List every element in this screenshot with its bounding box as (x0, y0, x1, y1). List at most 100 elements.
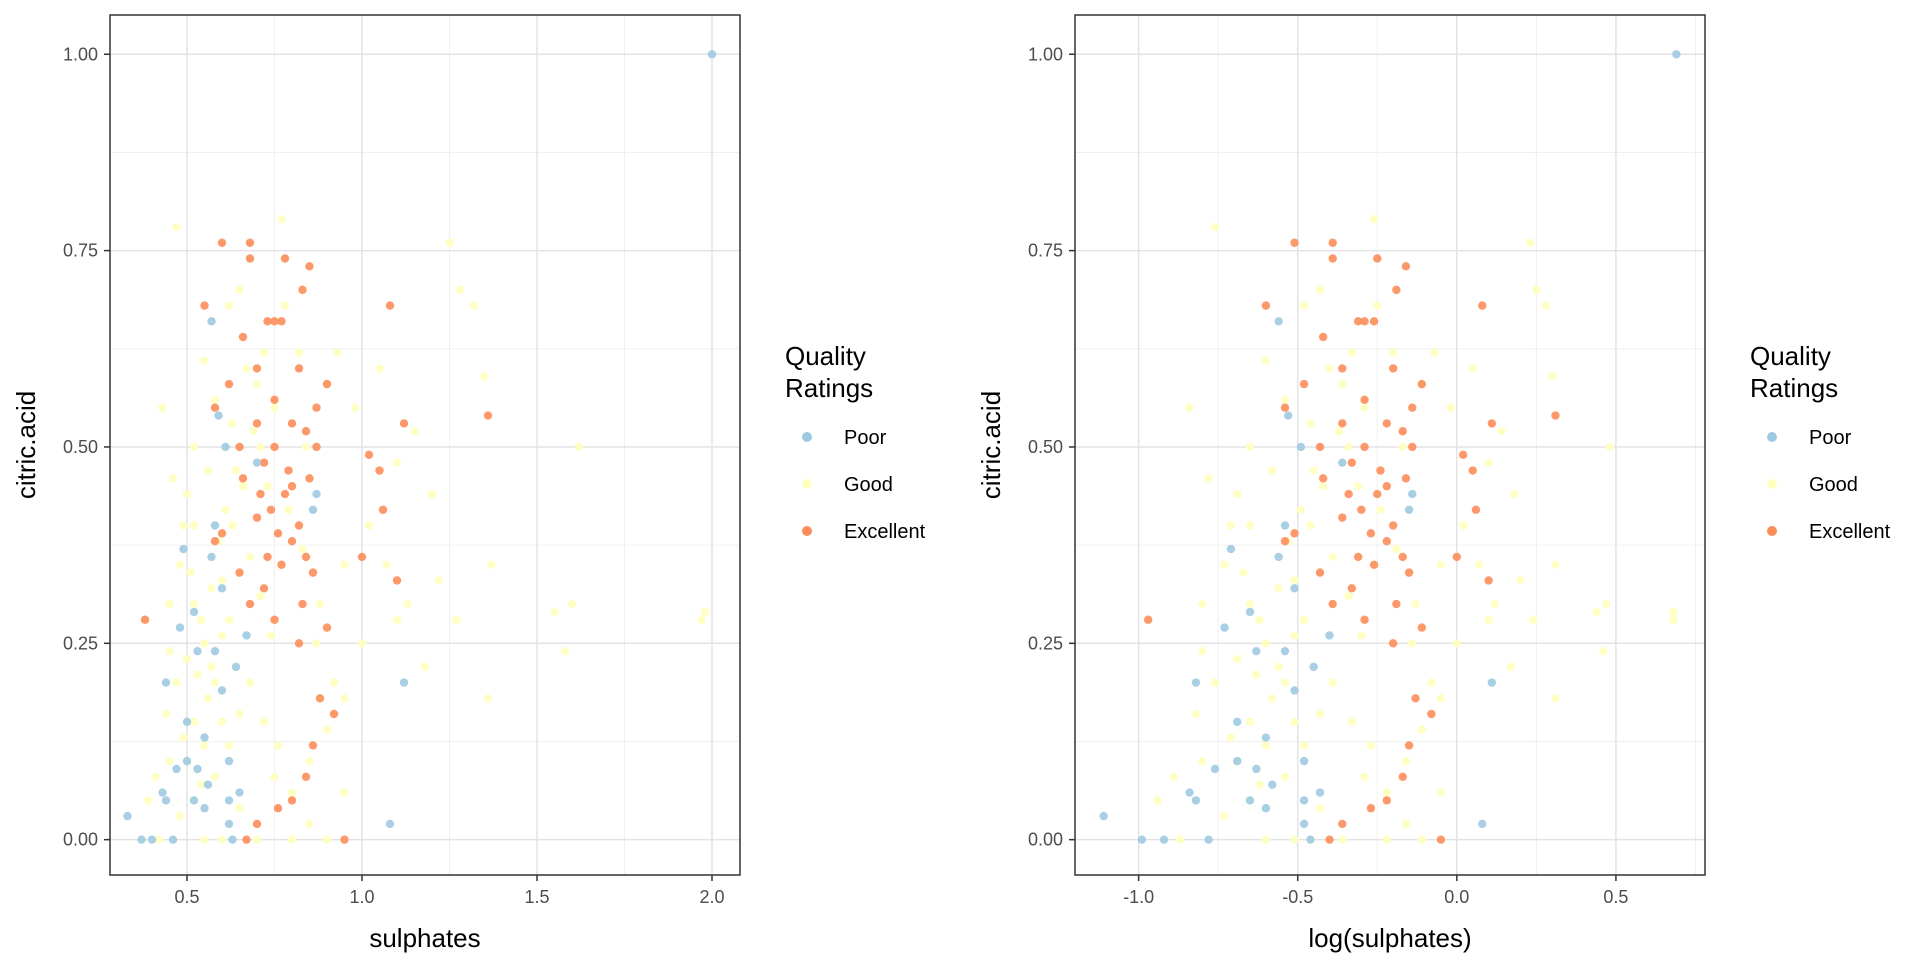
point-good (1525, 238, 1535, 247)
point-poor (1252, 646, 1261, 656)
point-excellent (1427, 709, 1436, 719)
point-excellent (1404, 568, 1414, 577)
point-poor (193, 764, 202, 774)
point-good (1344, 442, 1353, 452)
point-good (1357, 631, 1366, 640)
point-good (165, 756, 174, 766)
point-good (179, 521, 188, 530)
legend-key-good (802, 479, 812, 489)
point-excellent (308, 568, 318, 577)
point-good (305, 819, 314, 829)
point-poor (1191, 796, 1201, 805)
point-good (1245, 521, 1255, 530)
point-excellent (1478, 301, 1487, 310)
points-layer (123, 50, 717, 844)
point-excellent (1382, 796, 1392, 805)
legend-label-good: Good (1809, 474, 1858, 496)
point-good (273, 741, 283, 750)
point-poor (1280, 646, 1290, 656)
point-poor (1261, 733, 1271, 742)
point-good (1376, 505, 1385, 514)
point-good (210, 395, 220, 405)
point-poor (1252, 764, 1261, 774)
point-good (221, 505, 230, 514)
point-excellent (1360, 615, 1369, 624)
point-good (560, 646, 570, 656)
point-poor (1137, 835, 1147, 844)
legend-title: Quality (1750, 341, 1831, 371)
point-good (1360, 403, 1369, 412)
y-tick-label: 0.50 (63, 437, 98, 457)
point-good (1210, 678, 1220, 687)
point-good (235, 804, 244, 813)
point-good (284, 505, 293, 514)
point-good (480, 372, 489, 381)
point-excellent (1411, 694, 1420, 703)
points-layer (1099, 50, 1681, 844)
point-good (217, 576, 227, 585)
point-excellent (238, 474, 248, 483)
point-good (1169, 772, 1178, 782)
y-tick-label: 0.50 (1028, 437, 1063, 457)
point-excellent (1484, 576, 1493, 585)
point-good (1392, 544, 1401, 554)
point-excellent (340, 835, 349, 844)
point-excellent (273, 529, 283, 538)
point-excellent (1401, 262, 1411, 271)
point-excellent (364, 450, 374, 460)
point-good (487, 560, 496, 569)
point-excellent (1373, 489, 1382, 499)
point-good (1204, 474, 1213, 483)
point-good (1398, 442, 1407, 452)
point-good (1299, 301, 1309, 310)
point-poor (1309, 662, 1318, 672)
point-poor (1338, 458, 1347, 467)
point-excellent (305, 474, 314, 483)
point-excellent (1353, 317, 1363, 326)
point-good (322, 835, 332, 844)
point-good (700, 607, 710, 617)
point-poor (161, 678, 171, 687)
y-tick-label: 1.00 (63, 44, 98, 64)
point-good (186, 568, 195, 577)
point-good (193, 670, 202, 679)
point-good (228, 419, 237, 428)
point-excellent (312, 403, 321, 412)
point-poor (224, 819, 234, 829)
point-excellent (256, 489, 265, 499)
point-excellent (1392, 285, 1401, 295)
point-good (266, 631, 276, 640)
point-good (245, 552, 255, 562)
point-poor (203, 780, 213, 789)
point-excellent (210, 537, 220, 546)
point-excellent (242, 835, 251, 844)
point-good (1468, 364, 1477, 373)
point-good (1290, 717, 1299, 727)
point-poor (231, 662, 241, 672)
point-good (200, 741, 209, 750)
point-good (238, 482, 248, 491)
y-tick-label: 1.00 (1028, 44, 1063, 64)
point-good (1338, 379, 1347, 389)
point-poor (1185, 788, 1194, 797)
point-excellent (301, 427, 311, 436)
point-poor (242, 631, 251, 640)
point-good (154, 835, 164, 844)
point-good (1290, 576, 1299, 585)
point-poor (182, 717, 192, 727)
point-poor (1268, 780, 1277, 789)
point-good (217, 835, 227, 844)
point-excellent (1404, 741, 1414, 750)
point-good (1252, 670, 1261, 679)
point-poor (399, 678, 409, 687)
point-excellent (1347, 458, 1357, 467)
point-good (1198, 646, 1207, 656)
point-excellent (252, 364, 262, 373)
point-excellent (224, 379, 234, 389)
point-poor (1274, 317, 1283, 326)
point-good (172, 678, 181, 687)
point-excellent (1373, 254, 1382, 263)
point-good (228, 521, 237, 530)
point-excellent (1280, 403, 1290, 412)
point-good (1668, 607, 1678, 617)
